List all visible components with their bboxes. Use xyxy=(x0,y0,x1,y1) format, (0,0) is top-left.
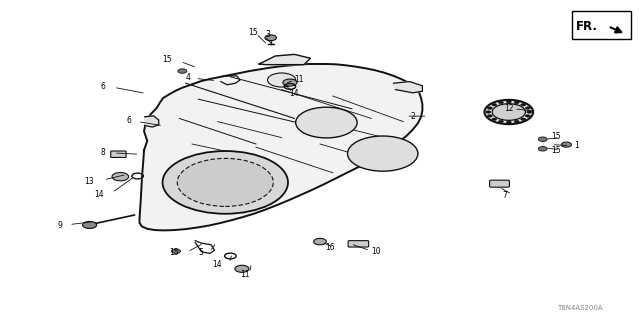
Circle shape xyxy=(538,147,547,151)
Circle shape xyxy=(525,107,531,109)
Polygon shape xyxy=(394,82,422,93)
Circle shape xyxy=(492,104,525,120)
Circle shape xyxy=(506,100,511,103)
Circle shape xyxy=(561,142,572,147)
Circle shape xyxy=(514,101,519,104)
Circle shape xyxy=(487,115,492,117)
FancyBboxPatch shape xyxy=(111,151,126,157)
Text: 15: 15 xyxy=(552,132,561,141)
Circle shape xyxy=(499,120,504,123)
Text: 4: 4 xyxy=(186,73,191,82)
Circle shape xyxy=(112,172,129,181)
Text: FR.: FR. xyxy=(576,20,598,33)
Circle shape xyxy=(265,35,276,41)
Text: 14: 14 xyxy=(289,89,299,98)
Circle shape xyxy=(283,79,297,86)
Circle shape xyxy=(484,100,533,124)
Polygon shape xyxy=(140,64,422,230)
Text: 11: 11 xyxy=(294,75,303,84)
Circle shape xyxy=(83,221,97,228)
Circle shape xyxy=(527,111,532,113)
Circle shape xyxy=(499,101,504,104)
Circle shape xyxy=(514,120,519,123)
Circle shape xyxy=(314,238,326,245)
Text: 10: 10 xyxy=(371,247,381,256)
Circle shape xyxy=(177,158,273,206)
Circle shape xyxy=(521,118,526,121)
Text: 8: 8 xyxy=(101,148,106,157)
Text: 15: 15 xyxy=(248,28,258,37)
Circle shape xyxy=(268,73,296,87)
Circle shape xyxy=(506,121,511,124)
Polygon shape xyxy=(259,54,310,65)
Text: 13: 13 xyxy=(84,177,94,186)
FancyBboxPatch shape xyxy=(490,180,509,187)
Text: 15: 15 xyxy=(162,55,172,64)
Text: 2: 2 xyxy=(411,112,415,121)
Text: 5: 5 xyxy=(198,248,204,257)
Text: 3: 3 xyxy=(266,30,271,39)
Circle shape xyxy=(296,107,357,138)
Text: 12: 12 xyxy=(504,104,514,113)
Text: 16: 16 xyxy=(325,243,335,252)
FancyBboxPatch shape xyxy=(348,241,369,247)
Circle shape xyxy=(487,107,492,109)
Text: 11: 11 xyxy=(241,270,250,279)
Circle shape xyxy=(348,136,418,171)
Circle shape xyxy=(538,137,547,141)
Text: T8N4AS200A: T8N4AS200A xyxy=(557,305,602,311)
Polygon shape xyxy=(145,116,159,127)
Circle shape xyxy=(163,151,288,214)
Text: 6: 6 xyxy=(100,82,106,91)
Text: 14: 14 xyxy=(212,260,222,269)
Circle shape xyxy=(492,103,497,106)
Text: 15: 15 xyxy=(552,146,561,155)
Circle shape xyxy=(178,69,187,73)
FancyBboxPatch shape xyxy=(572,11,631,39)
Text: 6: 6 xyxy=(126,116,131,125)
Text: 7: 7 xyxy=(502,191,508,200)
Text: 14: 14 xyxy=(94,190,104,199)
Text: 1: 1 xyxy=(574,141,579,150)
Text: 15: 15 xyxy=(170,248,179,257)
Circle shape xyxy=(521,103,526,106)
Circle shape xyxy=(525,115,531,117)
Circle shape xyxy=(172,249,180,253)
Circle shape xyxy=(235,265,249,272)
Circle shape xyxy=(492,118,497,121)
Text: 9: 9 xyxy=(58,221,63,230)
Circle shape xyxy=(486,111,491,113)
